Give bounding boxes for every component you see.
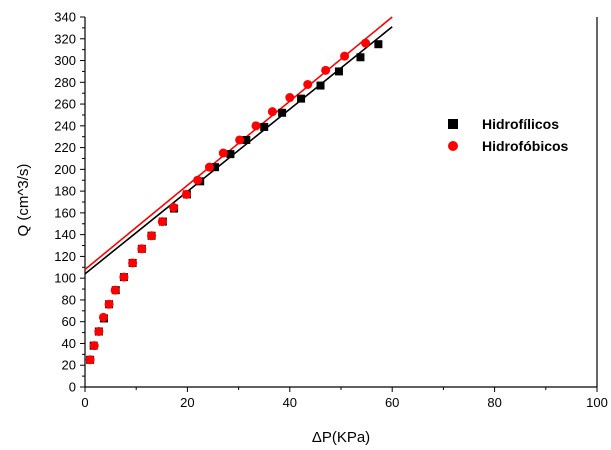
data-point-circle xyxy=(89,341,99,351)
legend-marker-hidrofilicos xyxy=(448,119,458,129)
y-tick-label: 0 xyxy=(69,380,76,395)
y-tick-label: 240 xyxy=(54,118,76,133)
data-point-circle xyxy=(321,65,331,75)
y-tick-label: 100 xyxy=(54,271,76,286)
data-point-square xyxy=(211,163,220,172)
fit-line-1 xyxy=(84,26,393,275)
x-tick-label: 40 xyxy=(283,395,297,410)
x-tick-label: 0 xyxy=(81,395,88,410)
data-point-circle xyxy=(104,299,114,309)
data-point-circle xyxy=(169,202,179,212)
legend-marker-hidrofobicos xyxy=(448,141,458,151)
data-point-square xyxy=(278,108,287,117)
data-point-square xyxy=(260,122,269,131)
data-point-circle xyxy=(110,285,120,295)
x-tick-label: 80 xyxy=(487,395,501,410)
data-point-circle xyxy=(157,217,167,227)
y-tick-label: 80 xyxy=(62,292,76,307)
y-tick-label: 280 xyxy=(54,75,76,90)
y-tick-label: 40 xyxy=(62,336,76,351)
data-point-circle xyxy=(85,355,95,365)
data-point-circle xyxy=(251,121,261,131)
legend: Hidrofílicos Hidrofóbicos xyxy=(448,116,569,154)
y-tick-label: 20 xyxy=(62,358,76,373)
y-tick-label: 300 xyxy=(54,53,76,68)
legend-label-hidrofobicos: Hidrofóbicos xyxy=(482,138,569,154)
y-tick-label: 160 xyxy=(54,205,76,220)
x-tick-label: 20 xyxy=(180,395,194,410)
data-point-circle xyxy=(218,148,228,158)
axis-ticks: 0204060801001201401601802002202402602803… xyxy=(54,10,608,411)
y-tick-label: 140 xyxy=(54,227,76,242)
data-point-circle xyxy=(128,258,138,268)
data-point-circle xyxy=(147,231,157,241)
data-point-circle xyxy=(119,272,129,282)
data-point-circle xyxy=(204,162,214,172)
data-point-circle xyxy=(181,189,191,199)
data-point-circle xyxy=(361,38,371,48)
y-tick-label: 220 xyxy=(54,140,76,155)
y-tick-label: 60 xyxy=(62,314,76,329)
x-tick-label: 60 xyxy=(385,395,399,410)
data-point-square xyxy=(297,94,306,103)
y-tick-label: 200 xyxy=(54,162,76,177)
data-point-circle xyxy=(285,93,295,103)
data-point-circle xyxy=(137,244,147,254)
y-tick-label: 120 xyxy=(54,249,76,264)
data-point-square xyxy=(316,81,325,90)
y-tick-label: 180 xyxy=(54,184,76,199)
legend-label-hidrofilicos: Hidrofílicos xyxy=(482,116,559,132)
data-point-square xyxy=(356,53,365,62)
data-point-circle xyxy=(193,175,203,185)
data-point-circle xyxy=(340,51,350,61)
y-tick-label: 320 xyxy=(54,31,76,46)
y-tick-label: 260 xyxy=(54,97,76,112)
y-tick-label: 340 xyxy=(54,10,76,25)
data-point-square xyxy=(374,40,383,49)
data-point-square xyxy=(242,135,251,144)
data-point-circle xyxy=(267,107,277,117)
data-point-circle xyxy=(235,135,245,145)
data-point-circle xyxy=(98,312,108,322)
data-point-circle xyxy=(303,79,313,89)
data-markers xyxy=(85,38,383,365)
data-point-square xyxy=(226,150,235,159)
x-axis-title: ΔP(KPa) xyxy=(312,429,370,446)
x-tick-label: 100 xyxy=(586,395,608,410)
data-point-square xyxy=(334,67,343,76)
data-point-circle xyxy=(94,327,104,336)
y-axis-title: Q (cm^3/s) xyxy=(15,164,32,237)
